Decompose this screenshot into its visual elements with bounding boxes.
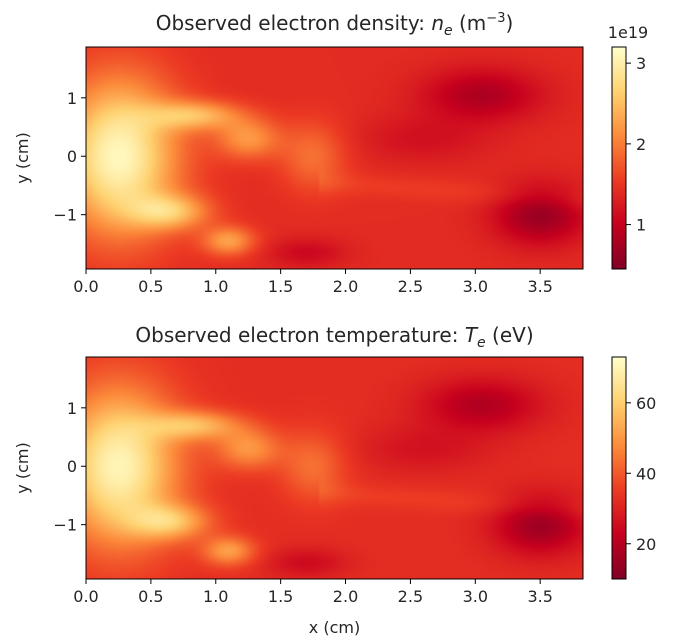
- axes-frame: [85, 356, 584, 580]
- y-axis-label: y (cm): [13, 442, 32, 493]
- colorbar-tick-label: 2: [636, 135, 646, 154]
- y-tick-label: 1: [67, 89, 77, 108]
- x-tick-label: 2.5: [398, 277, 423, 296]
- x-tick-label: 0.0: [73, 277, 98, 296]
- x-tick-label: 1.0: [203, 587, 228, 606]
- heatmap-image: [86, 47, 583, 269]
- y-tick-label: −1: [53, 206, 77, 225]
- x-tick-label: 3.0: [463, 277, 488, 296]
- density-panel: Observed electron density: ne (m−3) 0.0 0.…: [13, 11, 648, 296]
- chart-title: Observed electron temperature: Te (eV): [135, 323, 533, 351]
- colorbar-tick-label: 60: [636, 394, 656, 413]
- x-tick-label: 1.0: [203, 277, 228, 296]
- heatmap-image: [86, 357, 583, 579]
- colorbar-tick-label: 1: [636, 216, 646, 235]
- x-tick-label: 2.5: [398, 587, 423, 606]
- colorbar-gradient: [612, 357, 626, 579]
- y-tick-label: −1: [53, 516, 77, 535]
- colorbar-frame: [611, 46, 627, 270]
- chart-title: Observed electron density: ne (m−3): [156, 11, 514, 39]
- x-tick-label: 0.5: [138, 277, 163, 296]
- x-tick-label: 3.5: [527, 277, 552, 296]
- colorbar-gradient: [612, 47, 626, 269]
- colorbar-offset-label: 1e19: [608, 23, 648, 42]
- y-axis-label: y (cm): [13, 132, 32, 183]
- x-tick-label: 1.5: [268, 587, 293, 606]
- y-tick-label: 0: [67, 147, 77, 166]
- x-axis-label: x (cm): [309, 618, 360, 637]
- axes-frame: [85, 46, 584, 270]
- colorbar-tick-label: 3: [636, 54, 646, 73]
- colorbar-tick-label: 20: [636, 535, 656, 554]
- colorbar-tick-label: 40: [636, 464, 656, 483]
- x-tick-label: 3.5: [527, 587, 552, 606]
- x-tick-label: 0.0: [73, 587, 98, 606]
- x-tick-label: 0.5: [138, 587, 163, 606]
- temperature-panel: Observed electron temperature: Te (eV) 0.…: [13, 323, 656, 637]
- y-tick-label: 1: [67, 399, 77, 418]
- x-tick-label: 2.0: [333, 277, 358, 296]
- x-tick-label: 1.5: [268, 277, 293, 296]
- y-tick-label: 0: [67, 457, 77, 476]
- x-tick-label: 3.0: [463, 587, 488, 606]
- colorbar-frame: [611, 356, 627, 580]
- x-tick-label: 2.0: [333, 587, 358, 606]
